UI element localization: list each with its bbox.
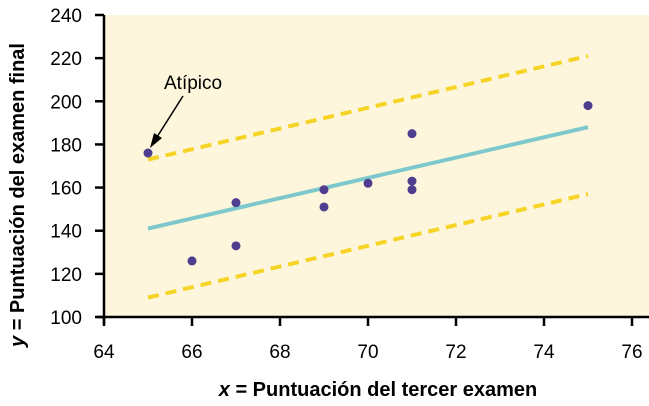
data-point xyxy=(319,202,329,212)
data-point xyxy=(187,256,197,266)
x-ticks: 64 66 68 70 72 74 76 xyxy=(93,317,643,363)
y-tick-label: 160 xyxy=(50,179,82,200)
x-tick-label: 76 xyxy=(621,342,642,363)
y-tick-label: 220 xyxy=(50,49,82,70)
data-point xyxy=(143,148,153,158)
y-tick-label: 100 xyxy=(50,308,82,329)
y-tick-label: 200 xyxy=(50,92,82,113)
x-tick-label: 66 xyxy=(181,342,202,363)
chart-lines xyxy=(147,54,589,300)
regression-line xyxy=(147,125,589,231)
axes xyxy=(97,15,649,324)
bound-line xyxy=(147,54,589,162)
data-point xyxy=(363,178,373,188)
data-point xyxy=(583,101,593,111)
y-axis-title: y = Puntuación del examen final xyxy=(7,43,29,348)
y-tick-label: 140 xyxy=(50,222,82,243)
y-tick-label: 180 xyxy=(50,135,82,156)
y-tick-label: 240 xyxy=(50,6,82,27)
data-point xyxy=(407,185,417,195)
plot-background xyxy=(104,15,649,317)
x-axis-title: x = Puntuación del tercer examen xyxy=(218,379,537,401)
y-tick-label: 120 xyxy=(50,265,82,286)
data-points xyxy=(143,101,593,266)
outlier-arrow xyxy=(156,95,184,138)
annotation: Atípico xyxy=(150,73,222,148)
data-point xyxy=(407,176,417,186)
x-tick-label: 72 xyxy=(445,342,466,363)
x-tick-label: 74 xyxy=(533,342,555,363)
x-tick-label: 64 xyxy=(93,342,115,363)
data-point xyxy=(231,198,241,208)
y-ticks: 100 120 140 160 180 200 220 240 xyxy=(50,6,104,329)
outlier-label: Atípico xyxy=(164,73,222,94)
data-point xyxy=(231,241,241,251)
x-tick-label: 68 xyxy=(269,342,290,363)
arrowhead-icon xyxy=(150,133,162,148)
x-tick-label: 70 xyxy=(357,342,378,363)
bound-line xyxy=(147,192,589,300)
data-point xyxy=(319,185,329,195)
data-point xyxy=(407,129,417,139)
